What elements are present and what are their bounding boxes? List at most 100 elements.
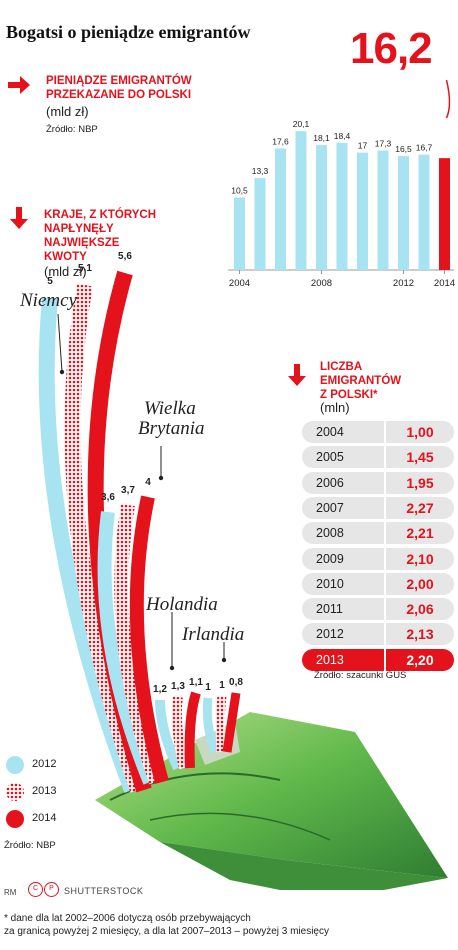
table-row: 2004 1,00 bbox=[302, 421, 454, 443]
x-tick-label: 2014 bbox=[434, 278, 455, 289]
table-year-cell: 2013 bbox=[302, 648, 384, 671]
remittance-heading: PIENIĄDZE EMIGRANTÓW PRZEKAZANE DO POLSK… bbox=[46, 74, 192, 102]
remittance-unit: (mld zł) bbox=[46, 104, 89, 119]
arc-value-label: 3,7 bbox=[121, 485, 135, 496]
bar-value-label: 10,5 bbox=[231, 186, 248, 196]
arc-value-label: 5,1 bbox=[78, 263, 92, 274]
legend-dot-2014 bbox=[6, 810, 24, 828]
arc-value-label: 1,3 bbox=[171, 681, 185, 692]
country-arc-2014 bbox=[184, 691, 201, 769]
c-circle-icon: C bbox=[28, 882, 43, 897]
table-year-cell: 2012 bbox=[302, 623, 384, 646]
label-connector-dot bbox=[158, 475, 164, 481]
table-row: 2005 1,45 bbox=[302, 446, 454, 469]
country-label-irlandia: Irlandia bbox=[182, 624, 245, 645]
page-title: Bogatsi o pieniądze emigrantów bbox=[6, 22, 251, 42]
credit-rm: RM bbox=[4, 888, 17, 897]
arc-value-label: 5,6 bbox=[118, 251, 132, 262]
country-label-niemcy: Niemcy bbox=[20, 290, 77, 311]
highlight-value: 16,2 bbox=[350, 24, 433, 73]
bar-value-label: 17,3 bbox=[375, 139, 392, 149]
p-circle-icon: P bbox=[44, 882, 59, 897]
bar bbox=[254, 178, 266, 270]
label-connector-dot bbox=[221, 657, 227, 663]
table-year-cell: 2007 bbox=[302, 496, 384, 519]
table-value-cell: 2,27 bbox=[386, 496, 454, 519]
remittance-heading-line: PIENIĄDZE EMIGRANTÓW bbox=[46, 75, 192, 87]
footnote-line: za granicą powyżej 2 miesięcy, a dla lat… bbox=[4, 926, 329, 937]
table-value-cell: 2,21 bbox=[386, 522, 454, 545]
legend-label: 2012 bbox=[32, 758, 57, 770]
table-value-cell: 2,06 bbox=[386, 598, 454, 621]
table-row: 2011 2,06 bbox=[302, 598, 454, 621]
label-connector bbox=[57, 313, 63, 373]
table-row: 2012 2,13 bbox=[302, 623, 454, 646]
table-year-cell: 2004 bbox=[302, 421, 384, 443]
table-row: 2007 2,27 bbox=[302, 496, 454, 519]
emigrants-heading-line: EMIGRANTÓW bbox=[320, 375, 402, 387]
emigrants-unit: (mln) bbox=[320, 400, 350, 415]
table-year-cell: 2006 bbox=[302, 471, 384, 494]
arrow-down-icon bbox=[288, 364, 306, 386]
bar bbox=[439, 158, 450, 270]
bar bbox=[398, 156, 409, 270]
bar bbox=[295, 131, 307, 270]
arc-value-label: 1 bbox=[219, 680, 225, 691]
arc-value-label: 3,6 bbox=[101, 492, 115, 503]
arc-value-label: 1 bbox=[205, 682, 211, 693]
countries-arc-chart: 55,15,63,63,741,2 1,3 1,1 1 1 0,8 bbox=[38, 251, 448, 890]
arc-value-label: 0,8 bbox=[229, 677, 243, 688]
country-arc-2014 bbox=[222, 692, 241, 753]
arc-value-label: 5 bbox=[47, 276, 53, 287]
table-year-cell: 2005 bbox=[302, 446, 384, 469]
remittance-heading-line: PRZEKAZANE DO POLSKI bbox=[46, 89, 192, 101]
bar bbox=[336, 142, 348, 270]
bar-value-label: 13,3 bbox=[252, 166, 269, 176]
table-row: 2009 2,10 bbox=[302, 547, 454, 570]
label-connector-dot bbox=[59, 369, 65, 375]
table-value-cell: 2,13 bbox=[386, 623, 454, 646]
country-arc-2013 bbox=[114, 503, 163, 785]
arc-value-label: 1,1 bbox=[189, 677, 203, 688]
emigrants-heading-line: LICZBA bbox=[320, 361, 363, 373]
table-row: 2010 2,00 bbox=[302, 572, 454, 595]
country-label-wielka: Wielka bbox=[144, 398, 196, 419]
footnote-line: * dane dla lat 2002–2006 dotyczą osób pr… bbox=[4, 913, 251, 924]
bar-value-label: 16,7 bbox=[416, 143, 433, 153]
legend-label: 2013 bbox=[32, 785, 57, 797]
credit-photo: SHUTTERSTOCK bbox=[64, 886, 144, 896]
legend-dot-2012 bbox=[6, 756, 24, 774]
table-value-cell: 1,95 bbox=[386, 471, 454, 494]
country-arc-2013 bbox=[64, 283, 146, 793]
arc-value-label: 1,2 bbox=[153, 684, 167, 695]
bar bbox=[275, 148, 286, 270]
legend-label: 2014 bbox=[32, 812, 57, 824]
bar bbox=[357, 152, 368, 270]
countries-heading-line: KWOTY bbox=[44, 251, 87, 263]
table-year-cell: 2009 bbox=[302, 547, 384, 570]
table-row: 2006 1,95 bbox=[302, 471, 454, 494]
countries-source: Źródło: NBP bbox=[4, 840, 56, 851]
table-value-cell: 1,45 bbox=[386, 446, 454, 469]
table-value-cell: 2,10 bbox=[386, 547, 454, 570]
bar bbox=[377, 150, 389, 270]
countries-heading-line: KRAJE, Z KTÓRYCH bbox=[44, 209, 157, 221]
x-tick-label: 2012 bbox=[393, 278, 414, 289]
label-connector-dot bbox=[169, 665, 175, 671]
arrow-right-icon bbox=[8, 76, 30, 94]
footnote: * dane dla lat 2002–2006 dotyczą osób pr… bbox=[4, 912, 329, 938]
country-arc-2012 bbox=[202, 697, 220, 754]
copyright-icon: C P bbox=[28, 882, 60, 898]
remittance-source: Źródło: NBP bbox=[46, 124, 98, 135]
table-year-cell: 2010 bbox=[302, 572, 384, 595]
country-arc-2013 bbox=[215, 695, 227, 753]
bar bbox=[234, 197, 245, 270]
arrow-down-icon bbox=[10, 207, 28, 229]
bar-value-label: 16,5 bbox=[395, 144, 412, 154]
table-value-cell: 1,00 bbox=[386, 421, 454, 443]
countries-unit: (mld zł) bbox=[44, 264, 87, 279]
country-arc-2012 bbox=[155, 699, 183, 771]
countries-heading-line: NAJWIĘKSZE bbox=[44, 237, 120, 249]
bar-value-label: 18,1 bbox=[313, 133, 330, 143]
